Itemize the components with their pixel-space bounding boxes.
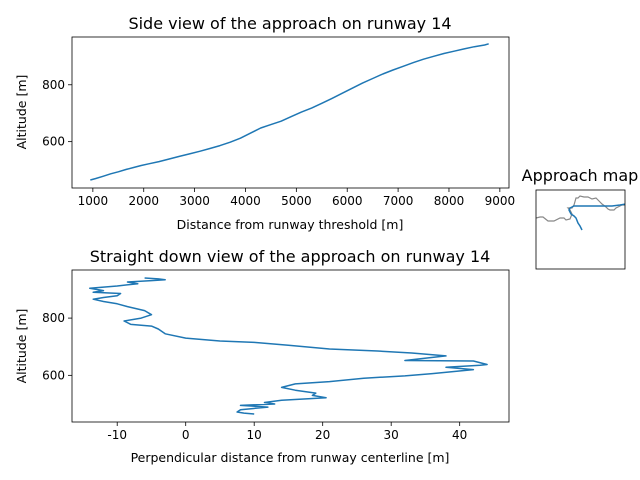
side-view-x-tick-label: 5000 [281,194,312,208]
down-view-x-tick-label: 40 [452,428,467,442]
side-view-series-line [90,43,489,181]
side-view-y-tick-label: 600 [42,135,65,149]
approach-map-title: Approach map [522,166,639,185]
side-view-x-ticks: 1000 2000 3000 4000 5000 6000 7000 8000 9000 [78,188,516,208]
side-view-x-tick-label: 1000 [78,194,109,208]
down-view-x-tick-label: -10 [107,428,127,442]
down-view-y-tick-label: 800 [42,311,65,325]
down-view-xlabel: Perpendicular distance from runway cente… [131,450,450,465]
down-view-y-tick-label: 600 [42,368,65,382]
down-view-chart: Straight down view of the approach on ru… [14,247,510,465]
approach-map-terrain-line [536,195,625,222]
down-view-x-tick-label: 0 [182,428,190,442]
down-view-title: Straight down view of the approach on ru… [90,247,491,266]
side-view-title: Side view of the approach on runway 14 [128,14,451,33]
down-view-series-line [89,277,488,415]
approach-map-track-line [568,203,625,231]
side-view-x-tick-label: 7000 [383,194,414,208]
approach-map-frame [535,189,626,270]
side-view-y-tick-label: 800 [42,78,65,92]
side-view-xlabel: Distance from runway threshold [m] [177,217,404,232]
approach-map-chart: Approach map [522,166,639,270]
down-view-x-tick-label: 30 [384,428,399,442]
side-view-chart: Side view of the approach on runway 14 1… [14,14,515,232]
side-view-x-tick-label: 4000 [230,194,261,208]
side-view-x-tick-label: 6000 [332,194,363,208]
side-view-ylabel: Altitude [m] [14,75,29,150]
down-view-x-ticks: -10 0 10 20 30 40 [107,422,467,442]
down-view-x-tick-label: 20 [315,428,330,442]
down-view-ylabel: Altitude [m] [14,309,29,384]
side-view-x-tick-label: 9000 [485,194,516,208]
down-view-y-ticks: 600 800 [42,311,72,382]
down-view-x-tick-label: 10 [247,428,262,442]
side-view-x-tick-label: 3000 [179,194,210,208]
side-view-x-tick-label: 2000 [128,194,159,208]
side-view-plot-frame [71,36,510,189]
side-view-x-tick-label: 8000 [434,194,465,208]
down-view-plot-frame [71,269,510,423]
side-view-y-ticks: 600 800 [42,78,72,149]
